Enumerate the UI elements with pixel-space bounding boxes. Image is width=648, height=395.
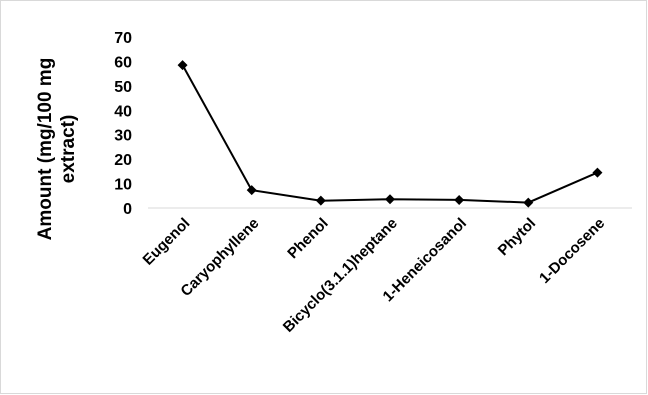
data-point-marker (177, 60, 188, 71)
y-axis-title: Amount (mg/100 mg extract) (35, 58, 79, 241)
data-point-marker (315, 195, 326, 206)
y-tick-label: 10 (114, 177, 132, 194)
y-axis-title-line1: Amount (mg/100 mg (35, 58, 56, 241)
series-markers (177, 60, 603, 208)
y-axis-ticks: 0 10 20 30 40 50 60 70 (114, 30, 132, 218)
y-tick-label: 40 (114, 103, 132, 120)
y-tick-label: 30 (114, 128, 132, 145)
y-tick-label: 60 (114, 54, 132, 71)
series-line (181, 64, 598, 204)
data-point-marker (246, 185, 257, 196)
y-tick-label: 0 (123, 201, 132, 218)
y-axis-title-line2: extract) (58, 115, 79, 184)
x-tick-label: Phytol (495, 215, 539, 259)
data-point-marker (454, 194, 465, 205)
y-tick-label: 20 (114, 152, 132, 169)
data-point-marker (523, 197, 534, 208)
x-tick-label: Eugenol (140, 215, 194, 269)
y-tick-label: 50 (114, 79, 132, 96)
x-tick-label: 1-Docosene (536, 215, 608, 287)
data-point-marker (592, 167, 603, 178)
x-tick-label: Phenol (284, 215, 331, 262)
data-point-marker (385, 194, 395, 205)
y-tick-label: 70 (114, 30, 132, 47)
x-tick-label: Bicyclo(3.1.1)heptane (280, 215, 401, 336)
